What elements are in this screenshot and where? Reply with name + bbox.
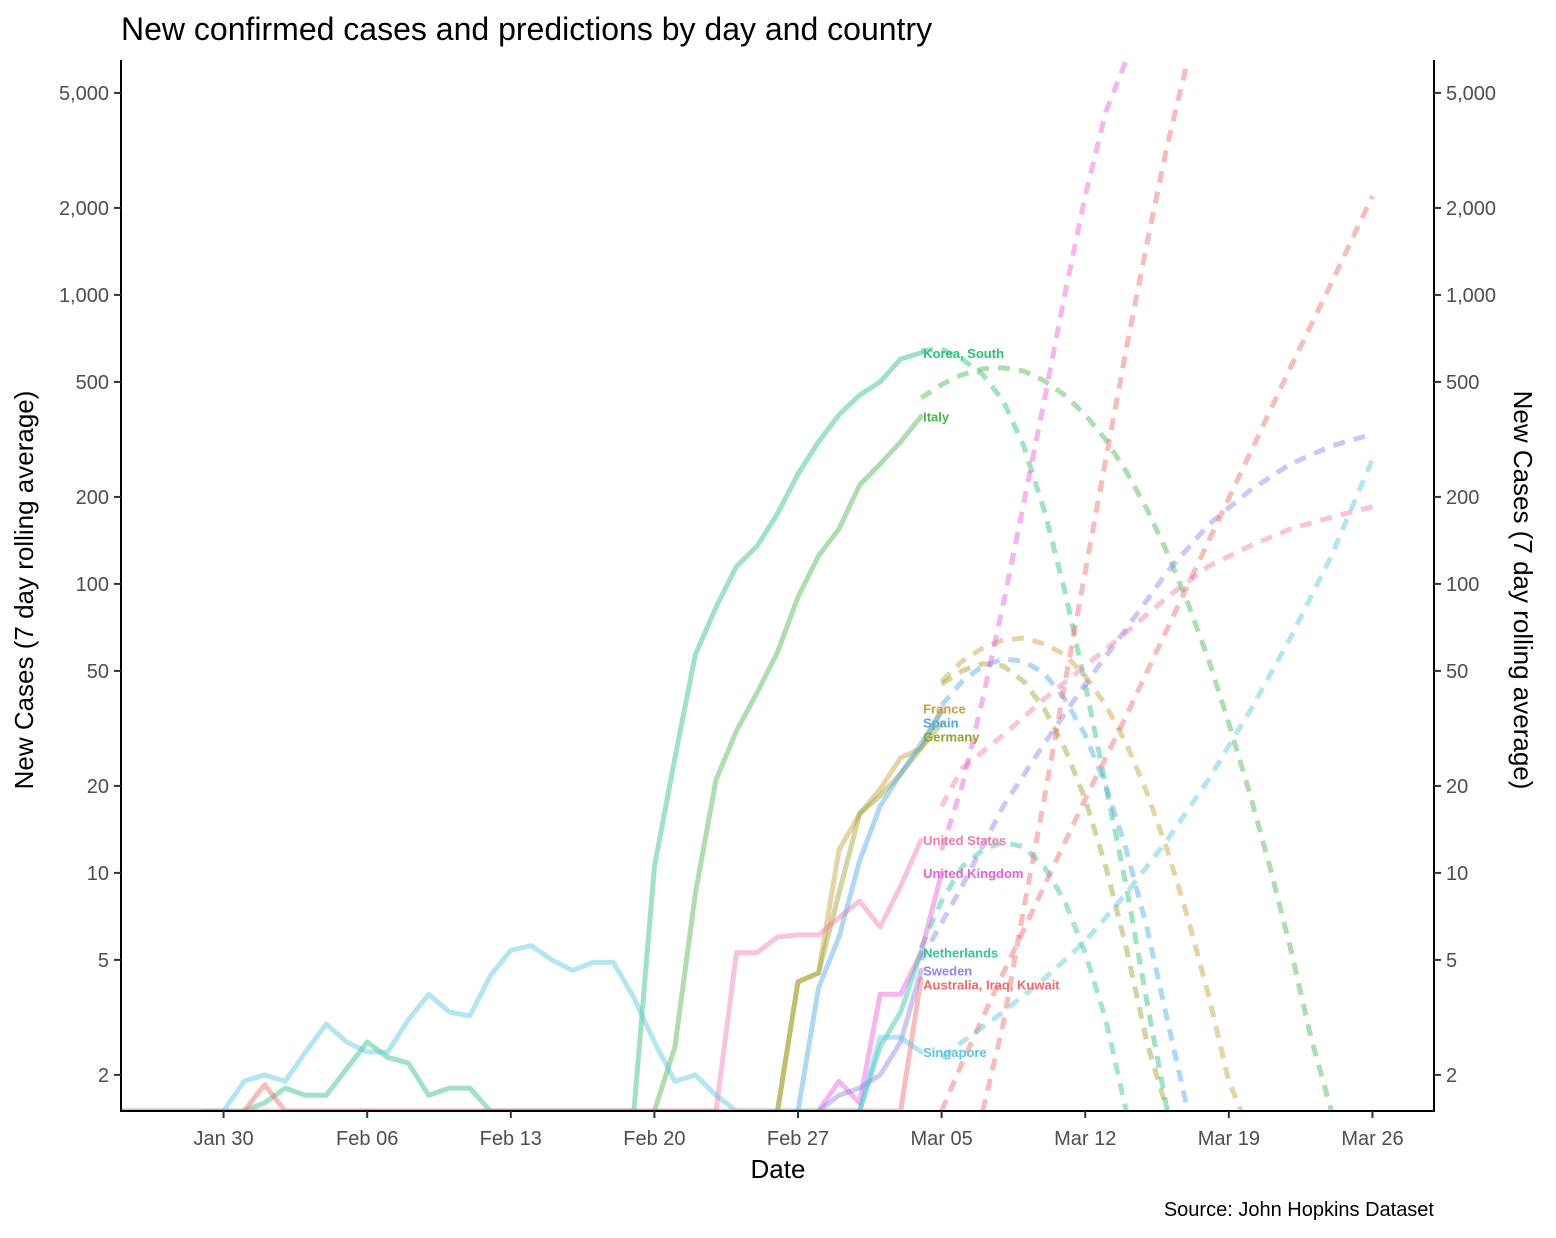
y-tick-label-right: 10: [1446, 863, 1468, 885]
x-tick-label: Feb 20: [623, 1128, 685, 1150]
series-layer: [121, 60, 1375, 1111]
italy-observed-line: [651, 413, 924, 1111]
australia-iraq-kuwait-observed-line: [241, 976, 924, 1111]
x-tick-label: Jan 30: [194, 1128, 254, 1150]
y-ticks: 2 2 5 5 10 10 20 20 50 50 100 100 200 200 500 500 1,000 1…: [59, 83, 1496, 1087]
germany-observed-line: [775, 720, 945, 1111]
y-tick-label-left: 2: [98, 1065, 109, 1087]
y-tick-label-right: 100: [1446, 574, 1479, 596]
x-tick-label: Mar 05: [911, 1128, 973, 1150]
series-label-italy: Italy: [923, 409, 950, 424]
y-tick-label-left: 10: [87, 863, 109, 885]
y-tick-label-left: 2,000: [59, 198, 109, 220]
y-tick-label-right: 2: [1446, 1065, 1457, 1087]
series-label-sweden: Sweden: [923, 963, 972, 978]
x-tick-label: Feb 27: [767, 1128, 829, 1150]
y-tick-label-left: 1,000: [59, 285, 109, 307]
series-label-korea-south: Korea, South: [923, 346, 1004, 361]
united-states-observed-line: [121, 837, 924, 1111]
singapore-observed-line: [121, 943, 924, 1111]
y-tick-label-left: 5: [98, 950, 109, 972]
sweden-prediction-line: [918, 431, 1374, 962]
sweden-observed-line: [816, 967, 924, 1111]
germany-prediction-line: [940, 661, 1170, 1111]
korea-south-observed-line: [200, 350, 924, 1111]
australia-iraq-kuwait-prediction-line: [980, 60, 1191, 1111]
united-kingdom-prediction-line: [939, 60, 1129, 851]
france-prediction-line: [939, 635, 1244, 1111]
axes: [120, 60, 1435, 1112]
x-ticks: Jan 30 Feb 06 Feb 13 Feb 20 Feb 27 Mar 05 Mar …: [194, 1111, 1404, 1150]
source-caption: Source: John Hopkins Dataset: [1164, 1199, 1435, 1221]
series-label-germany: Germany: [923, 730, 980, 745]
series-label-united-states: United States: [923, 833, 1006, 848]
y-tick-label-right: 2,000: [1446, 198, 1496, 220]
x-tick-label: Feb 06: [336, 1128, 398, 1150]
australia-iraq-kuwait-prediction-line: [939, 194, 1375, 1111]
y-tick-label-right: 20: [1446, 776, 1468, 798]
france-observed-line: [775, 706, 945, 1111]
x-tick-label: Mar 12: [1054, 1128, 1116, 1150]
series-label-singapore: Singapore: [923, 1045, 987, 1060]
singapore-prediction-line: [940, 458, 1375, 1060]
y-tick-label-left: 5,000: [59, 83, 109, 105]
y-axis-title-right: New Cases (7 day rolling average): [1508, 391, 1538, 790]
korea-south-prediction-line: [920, 346, 1170, 1111]
x-tick-label: Mar 26: [1341, 1128, 1403, 1150]
spain-observed-line: [795, 709, 945, 1111]
spain-prediction-line: [939, 656, 1191, 1111]
y-tick-label-right: 1,000: [1446, 285, 1496, 307]
series-label-netherlands: Netherlands: [923, 946, 998, 961]
series-label-united-kingdom: United Kingdom: [923, 866, 1023, 881]
y-tick-label-right: 500: [1446, 372, 1479, 394]
netherlands-observed-line: [857, 950, 924, 1111]
series-label-australia-iraq-kuwait: Australia, Iraq, Kuwait: [923, 977, 1060, 992]
y-tick-label-left: 100: [76, 574, 109, 596]
y-tick-label-right: 5: [1446, 950, 1457, 972]
y-tick-label-left: 500: [76, 372, 109, 394]
chart-title: New confirmed cases and predictions by d…: [121, 11, 932, 47]
y-tick-label-left: 200: [76, 487, 109, 509]
series-label-france: France: [923, 702, 966, 717]
y-axis-title-left: New Cases (7 day rolling average): [9, 391, 39, 790]
y-tick-label-left: 20: [87, 776, 109, 798]
italy-prediction-line: [919, 365, 1334, 1111]
united-states-prediction-line: [939, 504, 1374, 808]
x-tick-label: Feb 13: [480, 1128, 542, 1150]
x-axis-title: Date: [751, 1154, 806, 1184]
y-tick-label-left: 50: [87, 661, 109, 683]
series-label-spain: Spain: [923, 716, 958, 731]
united-kingdom-observed-line: [816, 870, 945, 1111]
y-tick-label-right: 200: [1446, 487, 1479, 509]
x-tick-label: Mar 19: [1198, 1128, 1260, 1150]
y-tick-label-right: 5,000: [1446, 83, 1496, 105]
y-tick-label-right: 50: [1446, 661, 1468, 683]
